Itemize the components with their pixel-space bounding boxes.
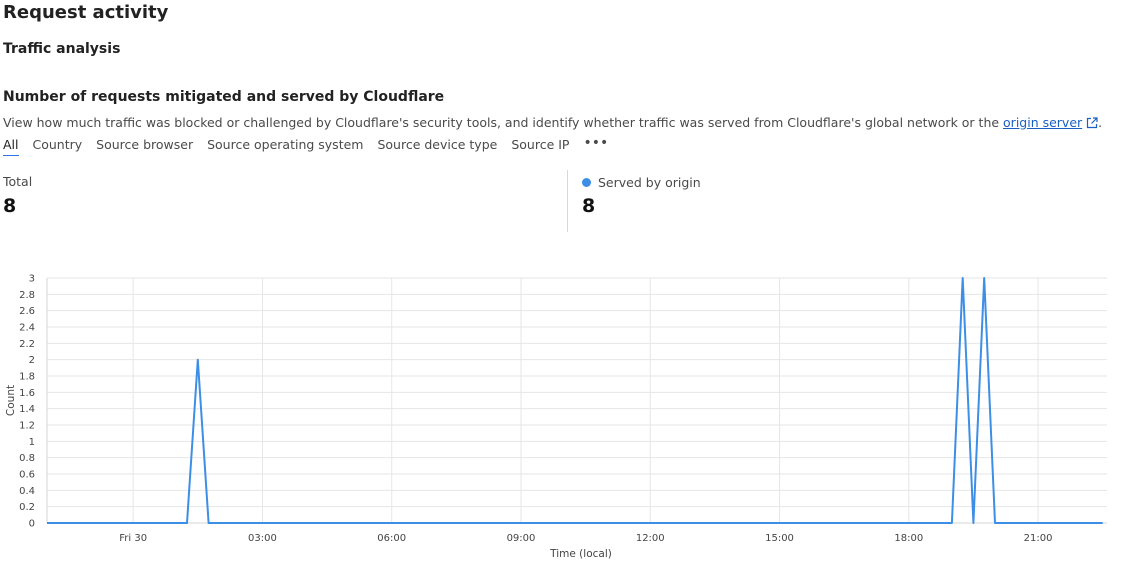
x-axis-label: Time (local) [549,548,612,560]
x-tick-label: 12:00 [636,533,665,544]
origin-server-link[interactable]: origin server [1003,115,1083,130]
served-value: 8 [582,195,596,217]
legend-dot-icon [582,178,591,187]
x-tick-label: 03:00 [248,533,277,544]
tab-source-device-type[interactable]: Source device type [377,137,498,152]
x-tick-label: 15:00 [765,533,794,544]
tab-source-operating-system[interactable]: Source operating system [207,137,364,152]
y-tick-label: 2.4 [19,323,35,334]
total-value: 8 [3,195,17,217]
stat-divider [567,170,568,232]
tab-source-browser[interactable]: Source browser [96,137,194,152]
page-title: Request activity [3,2,169,23]
y-tick-label: 2 [29,355,35,366]
y-tick-label: 1.8 [19,372,35,383]
description-end: . [1098,115,1103,130]
y-tick-label: 3 [29,274,35,285]
y-tick-label: 1 [29,437,35,448]
x-tick-label: 06:00 [377,533,406,544]
y-tick-label: 1.2 [19,421,35,432]
x-tick-label: 21:00 [1024,533,1053,544]
y-tick-label: 0.6 [19,470,35,481]
y-axis-label: Count [5,385,17,416]
tab-all[interactable]: All [3,137,19,156]
card-description: View how much traffic was blocked or cha… [3,115,1102,130]
description-text: View how much traffic was blocked or cha… [3,115,1004,130]
total-stat: Total 8 [3,174,32,217]
y-tick-label: 1.6 [19,388,35,399]
y-tick-label: 2.2 [19,339,35,350]
external-link-icon[interactable] [1086,117,1098,129]
served-label: Served by origin [598,175,701,190]
x-tick-label: Fri 30 [119,533,147,544]
more-options-icon[interactable]: ••• [583,135,609,151]
x-tick-label: 09:00 [507,533,536,544]
served-by-origin-stat[interactable]: Served by origin 8 [582,175,701,217]
tab-bar: All Country Source browser Source operat… [3,135,622,156]
tab-source-ip[interactable]: Source IP [511,137,570,152]
total-label: Total [3,174,33,189]
y-tick-label: 2.8 [19,290,35,301]
y-tick-label: 1.4 [19,404,35,415]
tab-country[interactable]: Country [32,137,83,152]
section-title: Traffic analysis [3,41,121,57]
y-tick-label: 0.2 [19,502,35,513]
requests-line-chart: 0 0.2 0.4 0.6 0.8 1 1.2 1.4 1.6 1.8 2 2.2 2.4 2.6 2.8 3… [5,274,1107,560]
y-tick-label: 0 [29,519,35,530]
series-line [47,277,1103,524]
x-tick-label: 18:00 [894,533,923,544]
y-tick-label: 0.4 [19,486,35,497]
card-title: Number of requests mitigated and served … [3,89,445,105]
y-tick-label: 2.6 [19,306,35,317]
y-tick-label: 0.8 [19,453,35,464]
